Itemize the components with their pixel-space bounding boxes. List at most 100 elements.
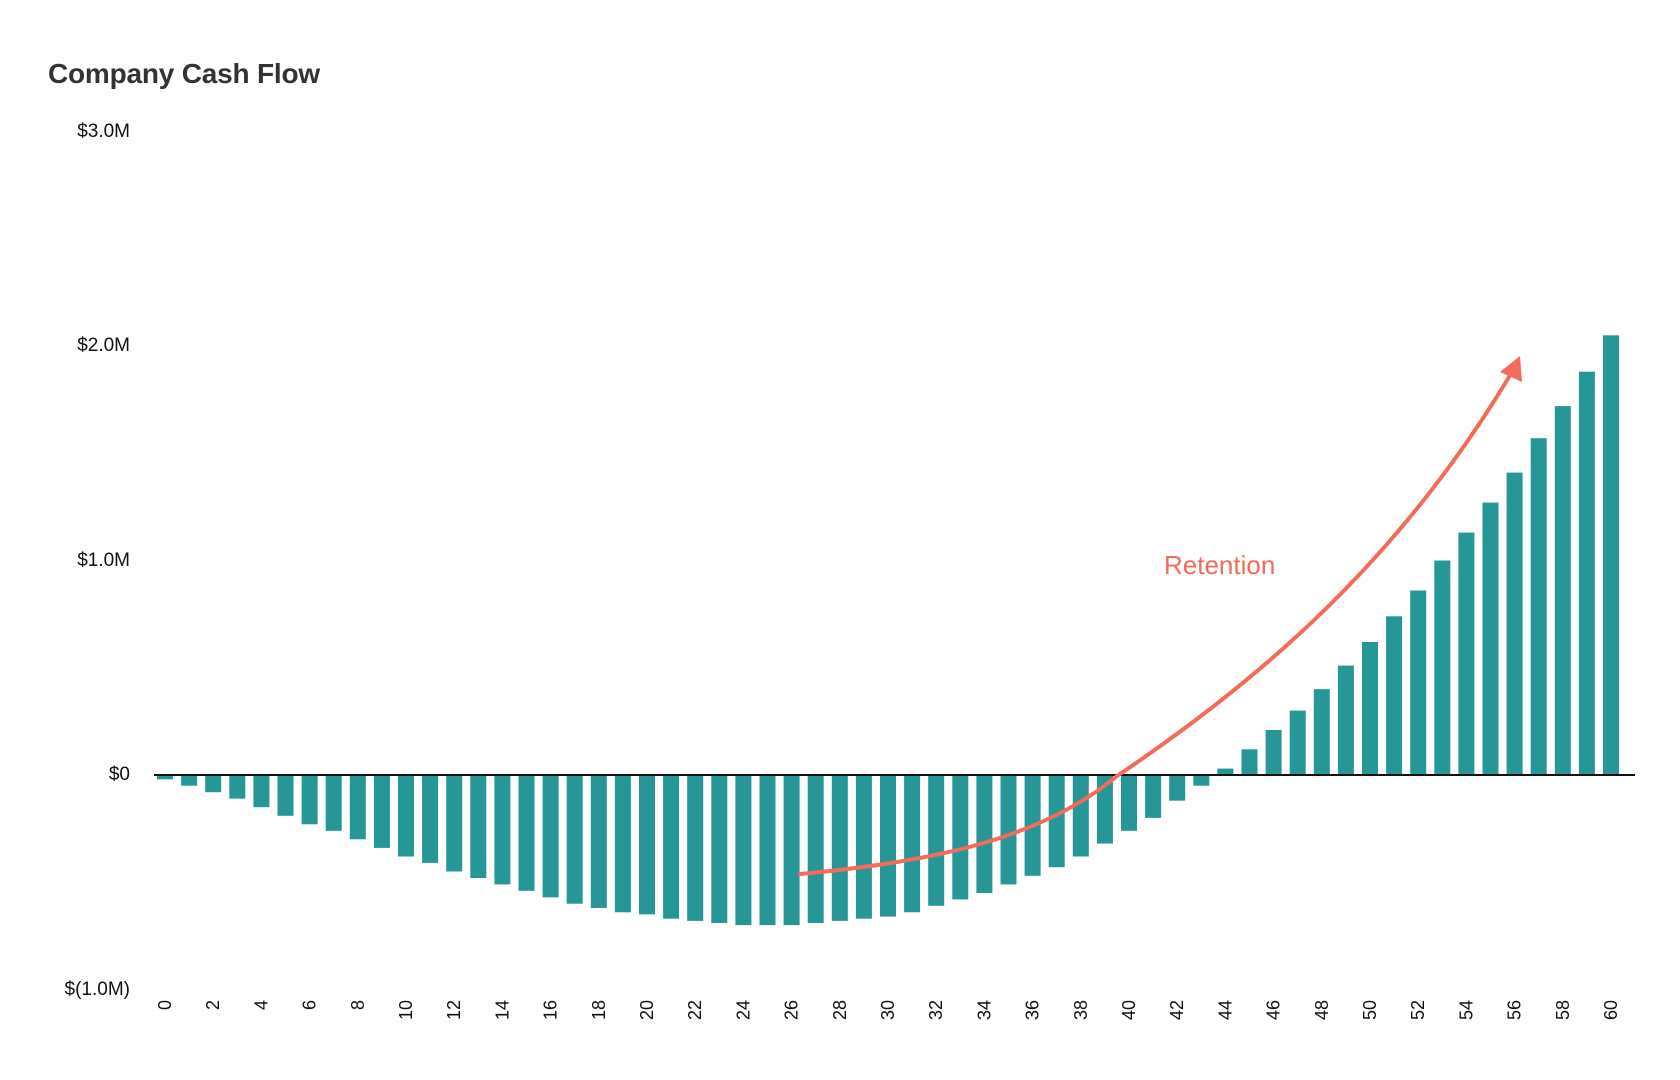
x-tick-label: 32 — [926, 1000, 946, 1020]
x-tick-label: 46 — [1264, 1000, 1284, 1020]
bar — [1337, 665, 1354, 775]
arrowhead-icon — [1500, 356, 1522, 382]
bar — [1482, 502, 1499, 775]
bar — [783, 775, 800, 926]
bar — [1386, 616, 1403, 775]
x-tick-label: 58 — [1553, 1000, 1573, 1020]
bar — [687, 775, 704, 921]
bar — [1506, 472, 1523, 775]
bar — [639, 775, 655, 915]
x-tick-label: 2 — [203, 1000, 223, 1010]
bar — [301, 775, 318, 825]
bar — [446, 775, 463, 872]
x-tick-label: 44 — [1215, 1000, 1235, 1020]
bar — [494, 775, 511, 885]
bar — [1434, 560, 1451, 775]
bar — [349, 775, 366, 840]
x-tick-label: 42 — [1167, 1000, 1187, 1020]
bar — [1072, 775, 1089, 857]
bar — [1145, 775, 1162, 818]
x-tick-label: 50 — [1360, 1000, 1380, 1020]
y-tick-label: $(1.0M) — [64, 978, 130, 1000]
retention-arrow-icon — [798, 370, 1514, 876]
x-tick-label: 10 — [396, 1000, 416, 1020]
x-tick-label: 18 — [589, 1000, 609, 1020]
x-tick-label: 56 — [1505, 1000, 1525, 1020]
y-tick-label: $2.0M — [77, 335, 130, 356]
bar — [807, 775, 824, 923]
bar — [831, 775, 848, 921]
bar — [470, 775, 487, 878]
x-tick-label: 36 — [1023, 1000, 1043, 1020]
bar — [1265, 730, 1282, 775]
x-tick-label: 0 — [155, 1000, 175, 1010]
x-tick-label: 52 — [1408, 1000, 1428, 1020]
y-tick-label: $3.0M — [77, 120, 130, 142]
bar — [976, 775, 993, 893]
x-tick-label: 60 — [1601, 1000, 1621, 1020]
y-tick-label: $1.0M — [77, 549, 130, 571]
x-tick-label: 28 — [830, 1000, 850, 1020]
x-tick-label: 54 — [1456, 1000, 1476, 1020]
x-tick-label: 22 — [685, 1000, 705, 1020]
bar — [398, 775, 414, 857]
x-tick-label: 12 — [444, 1000, 464, 1020]
bar — [1530, 438, 1547, 775]
x-axis-labels: 0 2 4 6 8 10 12 14 16 18 20 22 24 26 28 30 32 34 36 38 40 42 4… — [155, 1000, 1621, 1020]
bar — [735, 775, 752, 926]
bar — [904, 775, 921, 913]
x-tick-label: 6 — [300, 1000, 320, 1010]
bar — [181, 775, 198, 786]
x-tick-label: 16 — [541, 1000, 561, 1020]
x-tick-label: 40 — [1119, 1000, 1139, 1020]
x-tick-label: 4 — [251, 1000, 271, 1010]
bar — [542, 775, 559, 898]
bar — [373, 775, 390, 848]
bar — [1410, 590, 1427, 775]
bar — [880, 775, 896, 917]
bar — [253, 775, 270, 808]
x-tick-label: 38 — [1071, 1000, 1091, 1020]
bar — [1554, 406, 1571, 775]
bar — [422, 775, 439, 863]
x-tick-label: 24 — [733, 1000, 753, 1020]
x-tick-label: 48 — [1312, 1000, 1332, 1020]
bar — [566, 775, 583, 904]
bar — [1603, 335, 1619, 775]
bar — [759, 775, 776, 926]
x-tick-label: 34 — [974, 1000, 994, 1020]
bar — [518, 775, 535, 891]
bar — [1217, 768, 1234, 775]
retention-annotation-label: Retention — [1164, 550, 1275, 580]
x-tick-label: 8 — [348, 1000, 368, 1010]
bar — [590, 775, 607, 908]
bar — [1048, 775, 1065, 868]
bar — [157, 775, 173, 780]
x-tick-label: 26 — [782, 1000, 802, 1020]
chart-title: Company Cash Flow — [48, 58, 320, 89]
bar — [1458, 532, 1475, 775]
bar — [855, 775, 872, 919]
bar — [663, 775, 680, 919]
bar — [952, 775, 969, 900]
bar — [1313, 689, 1330, 775]
x-tick-label: 14 — [492, 1000, 512, 1020]
x-tick-label: 20 — [637, 1000, 657, 1020]
bar — [1362, 642, 1378, 775]
bar — [1169, 775, 1186, 801]
x-tick-label: 30 — [878, 1000, 898, 1020]
bar — [1000, 775, 1017, 885]
bar-series — [157, 335, 1619, 926]
bar — [1241, 749, 1258, 775]
bar — [614, 775, 631, 913]
bar — [277, 775, 294, 816]
bar — [325, 775, 342, 831]
bar — [1096, 775, 1113, 844]
bar — [229, 775, 246, 799]
bar — [1193, 775, 1210, 786]
bar — [1578, 371, 1595, 775]
bar — [205, 775, 222, 793]
y-tick-label: $0 — [108, 764, 130, 785]
bar — [711, 775, 728, 923]
